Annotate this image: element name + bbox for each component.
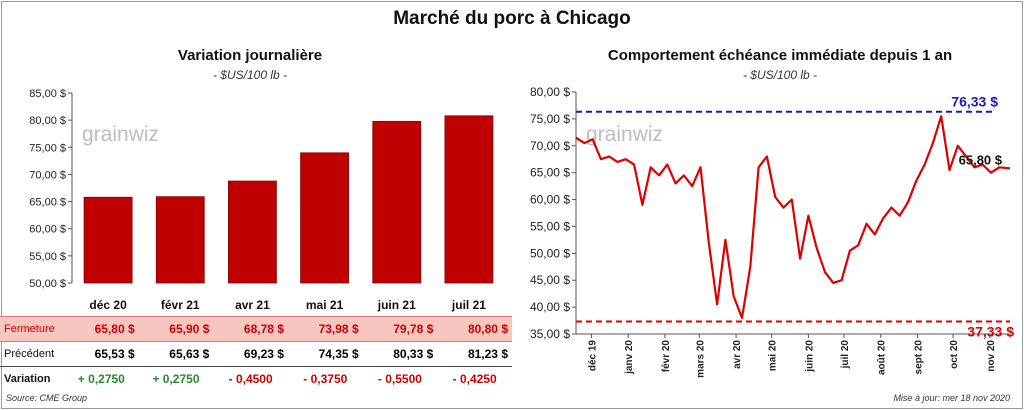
min-label: 37,33 $ <box>967 323 1014 339</box>
variation-cell: - 0,5500 <box>362 366 438 391</box>
closing-cell: 65,90 $ <box>138 316 214 342</box>
line-chart: grainwiz 35,00 $ 40,00 $ 45,00 $ 50,00 $ 55,0… <box>530 85 1014 378</box>
y-tick-label: 50,00 $ <box>530 246 570 260</box>
x-tick-label: oct 20 <box>949 340 960 369</box>
row-label-previous: Précédent <box>4 348 55 360</box>
variation-cell: - 0,4500 <box>213 366 288 391</box>
x-tick-label: déc 19 <box>587 340 598 372</box>
bar <box>372 120 422 284</box>
closing-cell: 79,78 $ <box>362 316 438 342</box>
watermark: grainwiz <box>82 123 159 146</box>
previous-cell: 65,53 $ <box>94 347 135 361</box>
x-tick-label: févr 21 <box>161 298 200 312</box>
bar <box>228 180 277 284</box>
variation-cell: + 0,2750 <box>138 366 214 391</box>
y-tick-label: 60,00 $ <box>29 224 66 236</box>
bar <box>444 115 494 284</box>
x-tick-label: nov 20 <box>986 340 997 372</box>
bar-chart: grainwiz 50,00 $ 55,00 $ 60,00 $ 65,00 $ 70,0… <box>29 88 494 312</box>
x-tick-label: avr 21 <box>235 298 270 312</box>
previous-cell: 74,35 $ <box>318 347 359 361</box>
closing-cell: 73,98 $ <box>287 316 363 342</box>
y-tick-label: 45,00 $ <box>530 273 570 287</box>
closing-cell: 68,78 $ <box>213 316 288 342</box>
y-tick-label: 60,00 $ <box>530 193 570 207</box>
x-tick-label: mai 21 <box>306 298 344 312</box>
variation-cell: + 0,2750 <box>64 366 139 391</box>
x-tick-label: juin 20 <box>804 340 815 373</box>
y-tick-label: 55,00 $ <box>29 251 66 263</box>
x-tick-label: févr 20 <box>661 340 672 373</box>
bar <box>300 152 349 284</box>
x-tick-label: avr 20 <box>732 340 743 369</box>
line-chart-unit: - $US/100 lb - <box>742 68 818 82</box>
bar-chart-unit: - $US/100 lb - <box>212 68 288 82</box>
main-title: Marché du porc à Chicago <box>393 8 631 29</box>
previous-cell: 80,33 $ <box>393 347 434 361</box>
row-previous: Précédent 65,53 $ 65,63 $ 69,23 $ 74,35 … <box>0 342 512 367</box>
price-line <box>575 115 1011 319</box>
y-tick-label: 70,00 $ <box>29 169 66 181</box>
row-closing: Fermeture 65,80 $ 65,90 $ 68,78 $ 73,98 … <box>0 316 512 342</box>
previous-cell: 81,23 $ <box>467 347 508 361</box>
update-note: Mise à jour: mer 18 nov 2020 <box>893 393 1010 403</box>
y-tick-label: 55,00 $ <box>530 219 570 233</box>
x-tick-label: août 20 <box>877 340 888 375</box>
line-chart-title: Comportement échéance immédiate depuis 1… <box>607 47 953 64</box>
bar <box>83 196 133 284</box>
last-value-label: 65,80 $ <box>959 152 1003 167</box>
y-tick-label: 40,00 $ <box>530 300 570 314</box>
y-tick-label: 50,00 $ <box>29 278 66 290</box>
x-tick-label: mars 20 <box>695 340 706 378</box>
y-tick-label: 75,00 $ <box>530 112 570 126</box>
closing-cell: 65,80 $ <box>64 316 139 342</box>
bar-chart-title: Variation journalière <box>177 47 323 64</box>
y-tick-label: 35,00 $ <box>530 327 570 341</box>
y-tick-label: 70,00 $ <box>530 139 570 153</box>
x-tick-label: juil 21 <box>451 298 486 312</box>
y-tick-label: 85,00 $ <box>29 88 66 100</box>
y-tick-label: 65,00 $ <box>530 166 570 180</box>
x-tick-label: juin 21 <box>377 298 416 312</box>
y-tick-label: 80,00 $ <box>530 85 570 99</box>
row-label-closing: Fermeture <box>0 316 64 342</box>
x-tick-label: janv 20 <box>624 340 635 375</box>
x-tick-label: mai 20 <box>768 340 779 372</box>
row-label-variation: Variation <box>0 366 64 391</box>
bar <box>155 196 205 284</box>
max-label: 76,33 $ <box>951 94 998 110</box>
previous-cell: 69,23 $ <box>243 347 284 361</box>
x-tick-label: sept 20 <box>914 340 925 375</box>
x-tick-label: juil 20 <box>840 340 851 370</box>
y-tick-label: 65,00 $ <box>29 197 66 209</box>
price-table: Fermeture 65,80 $ 65,90 $ 68,78 $ 73,98 … <box>0 316 512 391</box>
x-tick-label: déc 20 <box>89 298 127 312</box>
previous-cell: 65,63 $ <box>169 347 210 361</box>
watermark: grainwiz <box>586 123 663 146</box>
closing-cell: 80,80 $ <box>437 316 512 342</box>
variation-cell: - 0,4250 <box>437 366 512 391</box>
row-variation: Variation + 0,2750 + 0,2750 - 0,4500 - 0… <box>0 366 512 391</box>
y-tick-label: 75,00 $ <box>29 142 66 154</box>
variation-cell: - 0,3750 <box>287 366 363 391</box>
source-note: Source: CME Group <box>6 393 88 403</box>
y-tick-label: 80,00 $ <box>29 115 66 127</box>
